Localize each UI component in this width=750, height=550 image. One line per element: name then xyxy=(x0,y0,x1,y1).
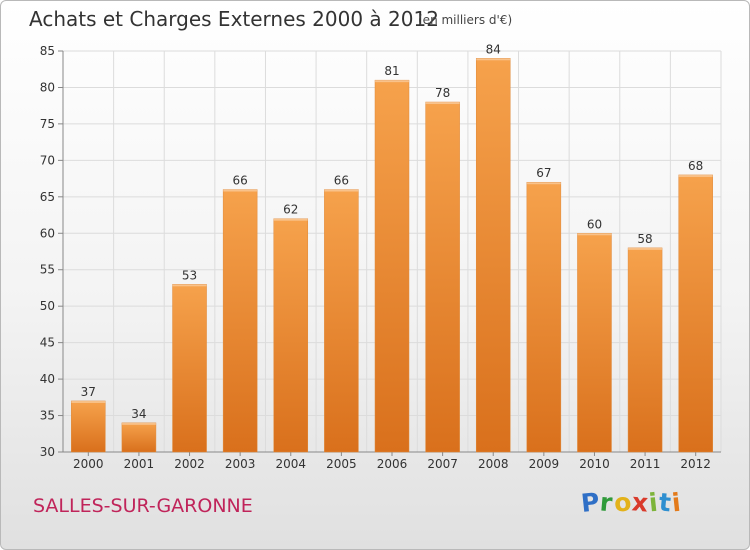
bar-highlight xyxy=(223,189,258,192)
label-layer: 37 34 53 66 62 66 81 78 84 67 60 58 68 xyxy=(81,42,704,421)
x-tick-label: 2010 xyxy=(579,457,610,471)
y-tick-label: 35 xyxy=(40,409,55,423)
bar-2011 xyxy=(627,247,663,453)
bar-2001 xyxy=(121,422,157,453)
x-tick-label: 2000 xyxy=(73,457,104,471)
x-tick-label: 2009 xyxy=(529,457,560,471)
bar-2004 xyxy=(273,218,309,453)
bar-value-label: 66 xyxy=(233,174,248,188)
y-tick-label: 40 xyxy=(40,372,55,386)
bar-2005 xyxy=(324,189,359,453)
bar-layer xyxy=(71,58,713,453)
bar-value-label: 81 xyxy=(384,64,399,78)
x-tick-label: 2011 xyxy=(630,457,661,471)
y-tick-label: 85 xyxy=(40,44,55,58)
bar-2006 xyxy=(374,79,410,453)
y-tick-label: 60 xyxy=(40,226,55,240)
x-tick-label: 2001 xyxy=(124,457,155,471)
y-tick-label: 55 xyxy=(40,263,55,277)
bar-2008 xyxy=(475,58,511,453)
y-tick-label: 80 xyxy=(40,80,55,94)
bar-2002 xyxy=(172,284,207,453)
bar-value-label: 34 xyxy=(131,407,146,421)
bar-2012 xyxy=(678,174,713,453)
x-tick-label: 2005 xyxy=(326,457,357,471)
bar-highlight xyxy=(273,218,308,221)
bar-value-label: 66 xyxy=(334,174,349,188)
bar-value-label: 53 xyxy=(182,268,197,282)
chart-title: Achats et Charges Externes 2000 à 2012 xyxy=(29,7,439,31)
y-tick-label: 50 xyxy=(40,299,55,313)
bar-highlight xyxy=(678,174,713,177)
commune-name: SALLES-SUR-GARONNE xyxy=(33,495,253,517)
y-tick-label: 75 xyxy=(40,117,55,131)
bar-value-label: 37 xyxy=(81,385,96,399)
bar-value-label: 78 xyxy=(435,86,450,100)
bar-highlight xyxy=(628,247,663,250)
y-tick-label: 30 xyxy=(40,445,55,459)
bar-value-label: 62 xyxy=(283,203,298,217)
x-tick-label: 2006 xyxy=(377,457,408,471)
bar-highlight xyxy=(577,233,612,236)
bar-highlight xyxy=(425,102,460,105)
x-tick-label: 2012 xyxy=(680,457,711,471)
bar-value-label: 58 xyxy=(637,232,652,246)
x-tick-label: 2008 xyxy=(478,457,509,471)
x-tick-label: 2004 xyxy=(275,457,306,471)
logo-letter: i xyxy=(670,487,683,518)
bar-2007 xyxy=(425,101,460,453)
bar-highlight xyxy=(71,400,106,403)
y-tick-label: 70 xyxy=(40,153,55,167)
bar-value-label: 84 xyxy=(486,42,501,56)
x-tick-label: 2003 xyxy=(225,457,256,471)
bar-highlight xyxy=(476,58,511,61)
y-tick-label: 65 xyxy=(40,190,55,204)
proxiti-logo: Proxiti xyxy=(580,487,683,518)
x-tick-label: 2007 xyxy=(427,457,458,471)
bar-highlight xyxy=(121,422,156,425)
bar-2003 xyxy=(222,189,258,453)
x-tick-label: 2002 xyxy=(174,457,205,471)
bar-highlight xyxy=(172,284,207,287)
bar-highlight xyxy=(375,80,409,83)
bar-highlight xyxy=(324,189,359,192)
bar-highlight xyxy=(526,182,561,185)
bar-2010 xyxy=(577,233,612,453)
bar-2009 xyxy=(526,181,562,453)
bar-value-label: 68 xyxy=(688,159,703,173)
bar-2000 xyxy=(71,400,106,453)
y-tick-label: 45 xyxy=(40,336,55,350)
chart-subtitle: (en milliers d'€) xyxy=(418,13,513,27)
bar-value-label: 60 xyxy=(587,217,602,231)
bar-value-label: 67 xyxy=(536,166,551,180)
